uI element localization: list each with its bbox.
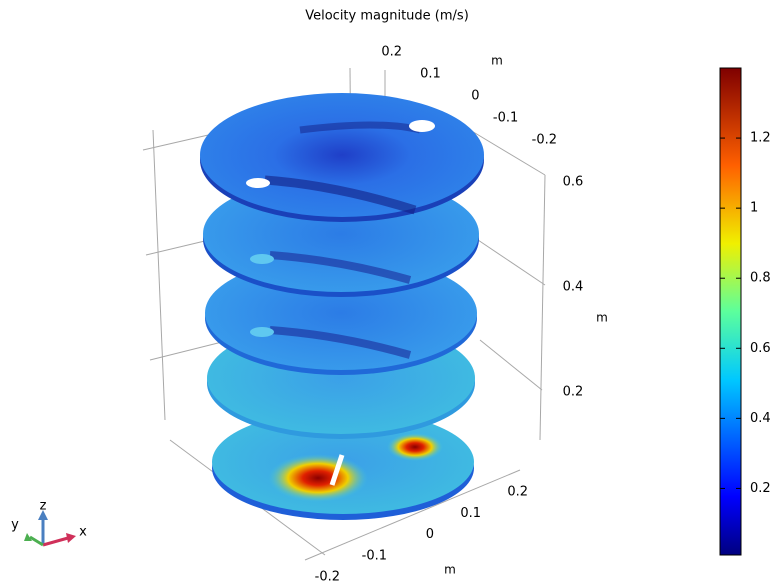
x-tick-label: -0.2 xyxy=(315,570,340,585)
triad-label: z xyxy=(40,499,47,514)
triad-label: x xyxy=(79,525,87,540)
y-tick-label: 0.1 xyxy=(420,67,441,82)
chart-title: Velocity magnitude (m/s) xyxy=(305,9,469,24)
colorbar-tick-label: 0.8 xyxy=(750,271,771,286)
colorbar-tick-label: 1 xyxy=(750,201,758,216)
x-tick-label: 0.2 xyxy=(507,485,528,500)
colorbar-tick-label: 0.6 xyxy=(750,341,771,356)
y-tick-label: -0.1 xyxy=(493,111,518,126)
y-axis-label: m xyxy=(491,54,503,68)
y-tick-label: 0 xyxy=(471,89,479,104)
colorbar-tick-label: 0.2 xyxy=(750,481,771,496)
z-axis-label: m xyxy=(596,311,608,325)
y-tick-label: 0.2 xyxy=(381,45,402,60)
y-tick-label: -0.2 xyxy=(532,133,557,148)
z-tick-label: 0.6 xyxy=(563,175,584,190)
x-tick-label: -0.1 xyxy=(362,548,387,563)
triad-label: y xyxy=(11,518,19,533)
z-tick-label: 0.4 xyxy=(563,280,584,295)
z-tick-label: 0.2 xyxy=(563,385,584,400)
x-tick-label: 0 xyxy=(426,527,434,542)
velocity-surface xyxy=(200,93,484,520)
colorbar xyxy=(720,68,741,555)
x-tick-label: 0.1 xyxy=(460,506,481,521)
triad xyxy=(24,510,76,545)
chart: Velocity magnitude (m/s) xyxy=(0,0,775,588)
colorbar-tick-label: 0.4 xyxy=(750,411,771,426)
x-axis-label: m xyxy=(444,563,456,577)
colorbar-tick-label: 1.2 xyxy=(750,131,771,146)
